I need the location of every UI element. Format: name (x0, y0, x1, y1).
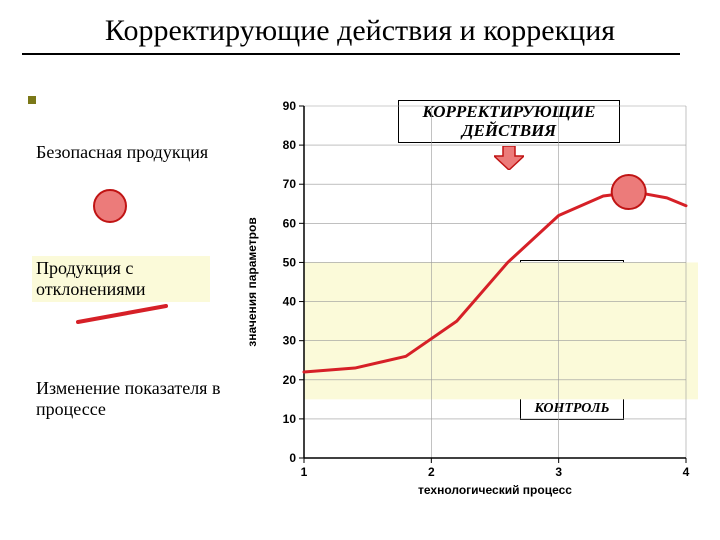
legend-change-label: Изменение показателя в процессе (36, 378, 236, 419)
svg-text:0: 0 (289, 451, 296, 465)
svg-text:80: 80 (283, 138, 297, 152)
legend-dev-label: Продукция с отклонениями (36, 258, 236, 299)
page-title: Корректирующие действия и коррекция (0, 0, 720, 53)
svg-text:40: 40 (283, 295, 297, 309)
legend-safe-icon (92, 188, 128, 224)
svg-text:4: 4 (683, 465, 690, 479)
svg-text:технологический процесс: технологический процесс (418, 483, 572, 497)
svg-text:2: 2 (428, 465, 435, 479)
svg-text:20: 20 (283, 373, 297, 387)
svg-text:30: 30 (283, 334, 297, 348)
legend-trend-icon (74, 300, 170, 326)
svg-text:60: 60 (283, 216, 297, 230)
legend-safe-label: Безопасная продукция (36, 142, 236, 163)
chart-area: 0 10 20 30 40 50 60 70 80 90 1 2 3 4 технологический п… (238, 100, 698, 500)
svg-text:50: 50 (283, 255, 297, 269)
svg-text:10: 10 (283, 412, 297, 426)
svg-text:90: 90 (283, 100, 297, 113)
title-bullet (28, 96, 36, 104)
svg-text:1: 1 (301, 465, 308, 479)
svg-text:3: 3 (555, 465, 562, 479)
svg-text:70: 70 (283, 177, 297, 191)
title-underline (22, 53, 680, 55)
svg-text:значения параметров: значения параметров (245, 217, 259, 346)
